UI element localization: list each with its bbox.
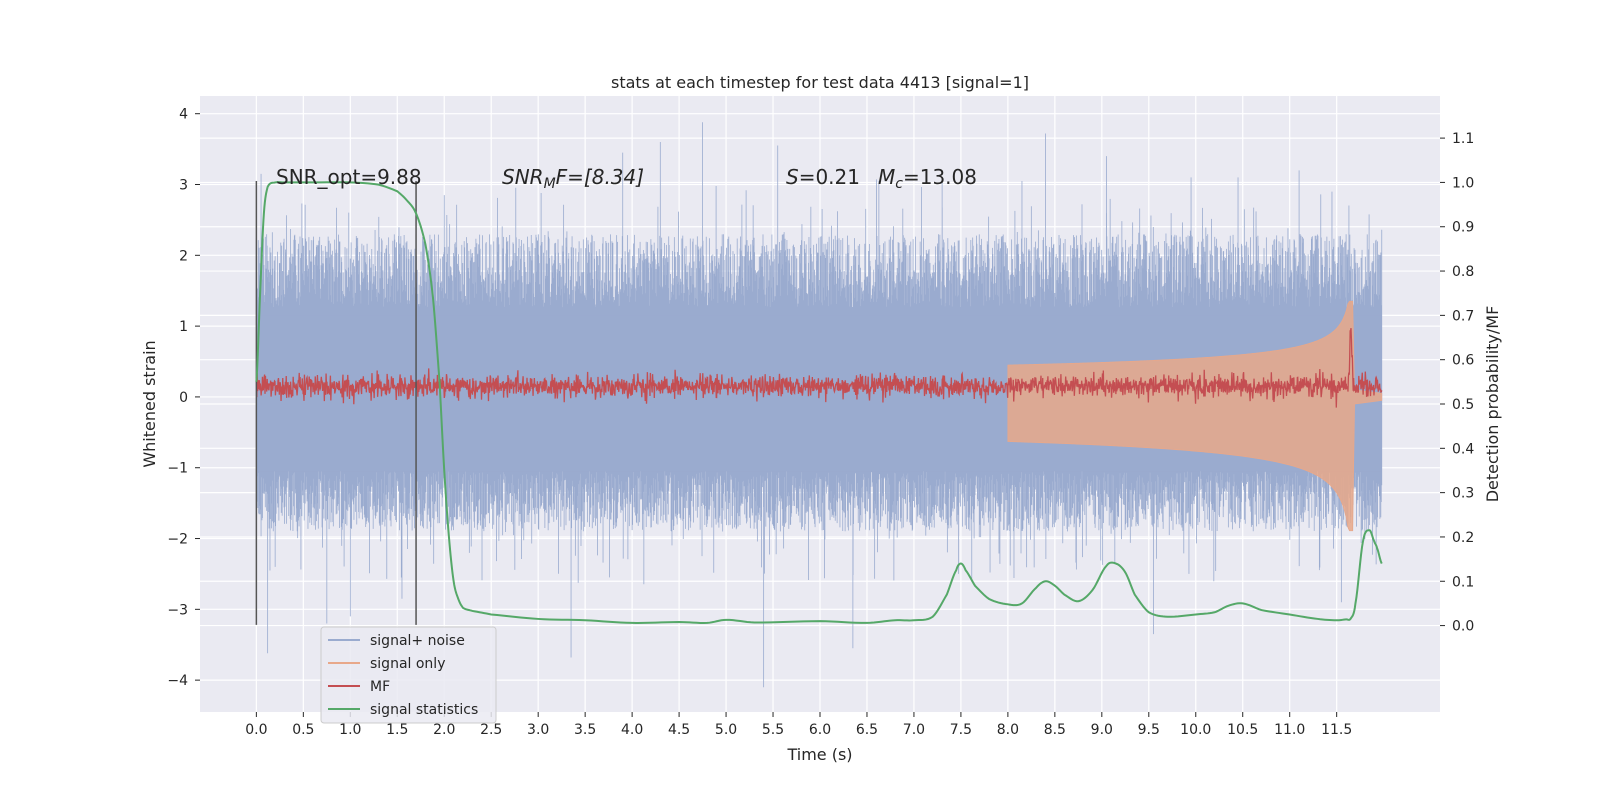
y-axis-label-right: Detection probability/MF xyxy=(1483,306,1502,503)
s-val: =0.21 xyxy=(799,165,860,189)
vertical-markers xyxy=(255,180,417,625)
x-tick-label-19: 9.5 xyxy=(1138,722,1160,738)
x-tick-label-14: 7.0 xyxy=(903,722,925,738)
x-tick-label-9: 4.5 xyxy=(668,722,690,738)
y-right-tick-label-2: 0.9 xyxy=(1452,220,1474,236)
y-right-tick-label-4: 0.7 xyxy=(1452,308,1474,324)
y-right-tick-label-6: 0.5 xyxy=(1452,397,1474,413)
x-tick-label-18: 9.0 xyxy=(1091,722,1113,738)
x-tick-label-7: 3.5 xyxy=(574,722,596,738)
series-mf xyxy=(255,328,1383,408)
legend-label-signal-noise: signal+ noise xyxy=(370,633,465,649)
snr-mf-rest: F=[8.34] xyxy=(556,165,644,189)
y-left-tick-label-5: −1 xyxy=(167,461,188,477)
x-tick-label-11: 5.5 xyxy=(762,722,784,738)
y-right-tick-label-8: 0.3 xyxy=(1452,486,1474,502)
legend: signal+ noise signal only MF signal stat… xyxy=(320,626,497,724)
mc-sub: c xyxy=(895,176,903,192)
y-left-tick-label-0: 4 xyxy=(179,107,188,123)
x-tick-label-21: 10.5 xyxy=(1227,722,1258,738)
mf-trace xyxy=(255,328,1383,408)
x-axis-label: Time (s) xyxy=(786,745,852,764)
x-tick-label-22: 11.0 xyxy=(1274,722,1305,738)
y-right-tick-label-7: 0.4 xyxy=(1452,441,1474,457)
y-right-tick-label-1: 1.0 xyxy=(1452,175,1474,191)
y-right-tick-label-5: 0.6 xyxy=(1452,353,1474,369)
x-tick-label-15: 7.5 xyxy=(950,722,972,738)
annotation-s-mc: S=0.21 Mc=13.08 xyxy=(786,165,977,192)
ticks: 0.0 0.5 1.0 1.5 2.0 2.5 3.0 3.5 4.0 4.5 5.0 5.5 6.0 6… xyxy=(167,107,1474,738)
x-tick-label-1: 0.5 xyxy=(292,722,314,738)
x-tick-label-20: 10.0 xyxy=(1180,722,1211,738)
annotation-snr-opt: SNR_opt=9.88 xyxy=(276,165,422,189)
chart-title: stats at each timestep for test data 441… xyxy=(611,73,1029,92)
snr-mf-sub: M xyxy=(544,176,556,192)
x-tick-label-8: 4.0 xyxy=(621,722,643,738)
x-tick-label-4: 2.0 xyxy=(433,722,455,738)
snr-mf-main: SNR xyxy=(502,165,544,189)
legend-label-signal-statistics: signal statistics xyxy=(370,702,478,718)
x-tick-label-2: 1.0 xyxy=(339,722,361,738)
y-axis-label-left: Whitened strain xyxy=(140,340,159,467)
x-tick-label-10: 5.0 xyxy=(715,722,737,738)
y-right-tick-label-9: 0.2 xyxy=(1452,530,1474,546)
x-tick-label-0: 0.0 xyxy=(245,722,267,738)
signal-statistics-line xyxy=(255,181,1383,624)
x-tick-label-3: 1.5 xyxy=(386,722,408,738)
x-tick-label-5: 2.5 xyxy=(480,722,502,738)
x-tick-label-12: 6.0 xyxy=(809,722,831,738)
y-right-tick-label-10: 0.1 xyxy=(1452,574,1474,590)
y-left-tick-label-6: −2 xyxy=(167,532,188,548)
y-left-tick-label-8: −4 xyxy=(167,673,188,689)
series-signal-only xyxy=(1007,300,1383,532)
y-left-tick-label-7: −3 xyxy=(167,602,188,618)
y-right-tick-label-3: 0.8 xyxy=(1452,264,1474,280)
annotation-snr-mf: SNRMF=[8.34] xyxy=(502,165,644,192)
x-tick-label-23: 11.5 xyxy=(1321,722,1352,738)
signal-only-chirp xyxy=(1007,300,1383,532)
y-left-tick-label-1: 3 xyxy=(179,178,188,194)
legend-box xyxy=(320,626,497,724)
x-tick-label-17: 8.5 xyxy=(1044,722,1066,738)
y-left-tick-label-2: 2 xyxy=(179,248,188,264)
y-left-tick-label-4: 0 xyxy=(179,390,188,406)
y-left-tick-label-3: 1 xyxy=(179,319,188,335)
legend-label-signal-only: signal only xyxy=(370,656,445,672)
s-var: S xyxy=(786,165,799,189)
x-tick-label-16: 8.0 xyxy=(997,722,1019,738)
y-right-tick-label-0: 1.1 xyxy=(1452,131,1474,147)
x-tick-label-6: 3.0 xyxy=(527,722,549,738)
x-tick-label-13: 6.5 xyxy=(856,722,878,738)
mc-var: M xyxy=(878,165,895,189)
y-right-tick-label-11: 0.0 xyxy=(1452,619,1474,635)
legend-label-mf: MF xyxy=(370,679,390,695)
series-signal-statistics xyxy=(255,181,1383,624)
mc-val: =13.08 xyxy=(903,165,977,189)
